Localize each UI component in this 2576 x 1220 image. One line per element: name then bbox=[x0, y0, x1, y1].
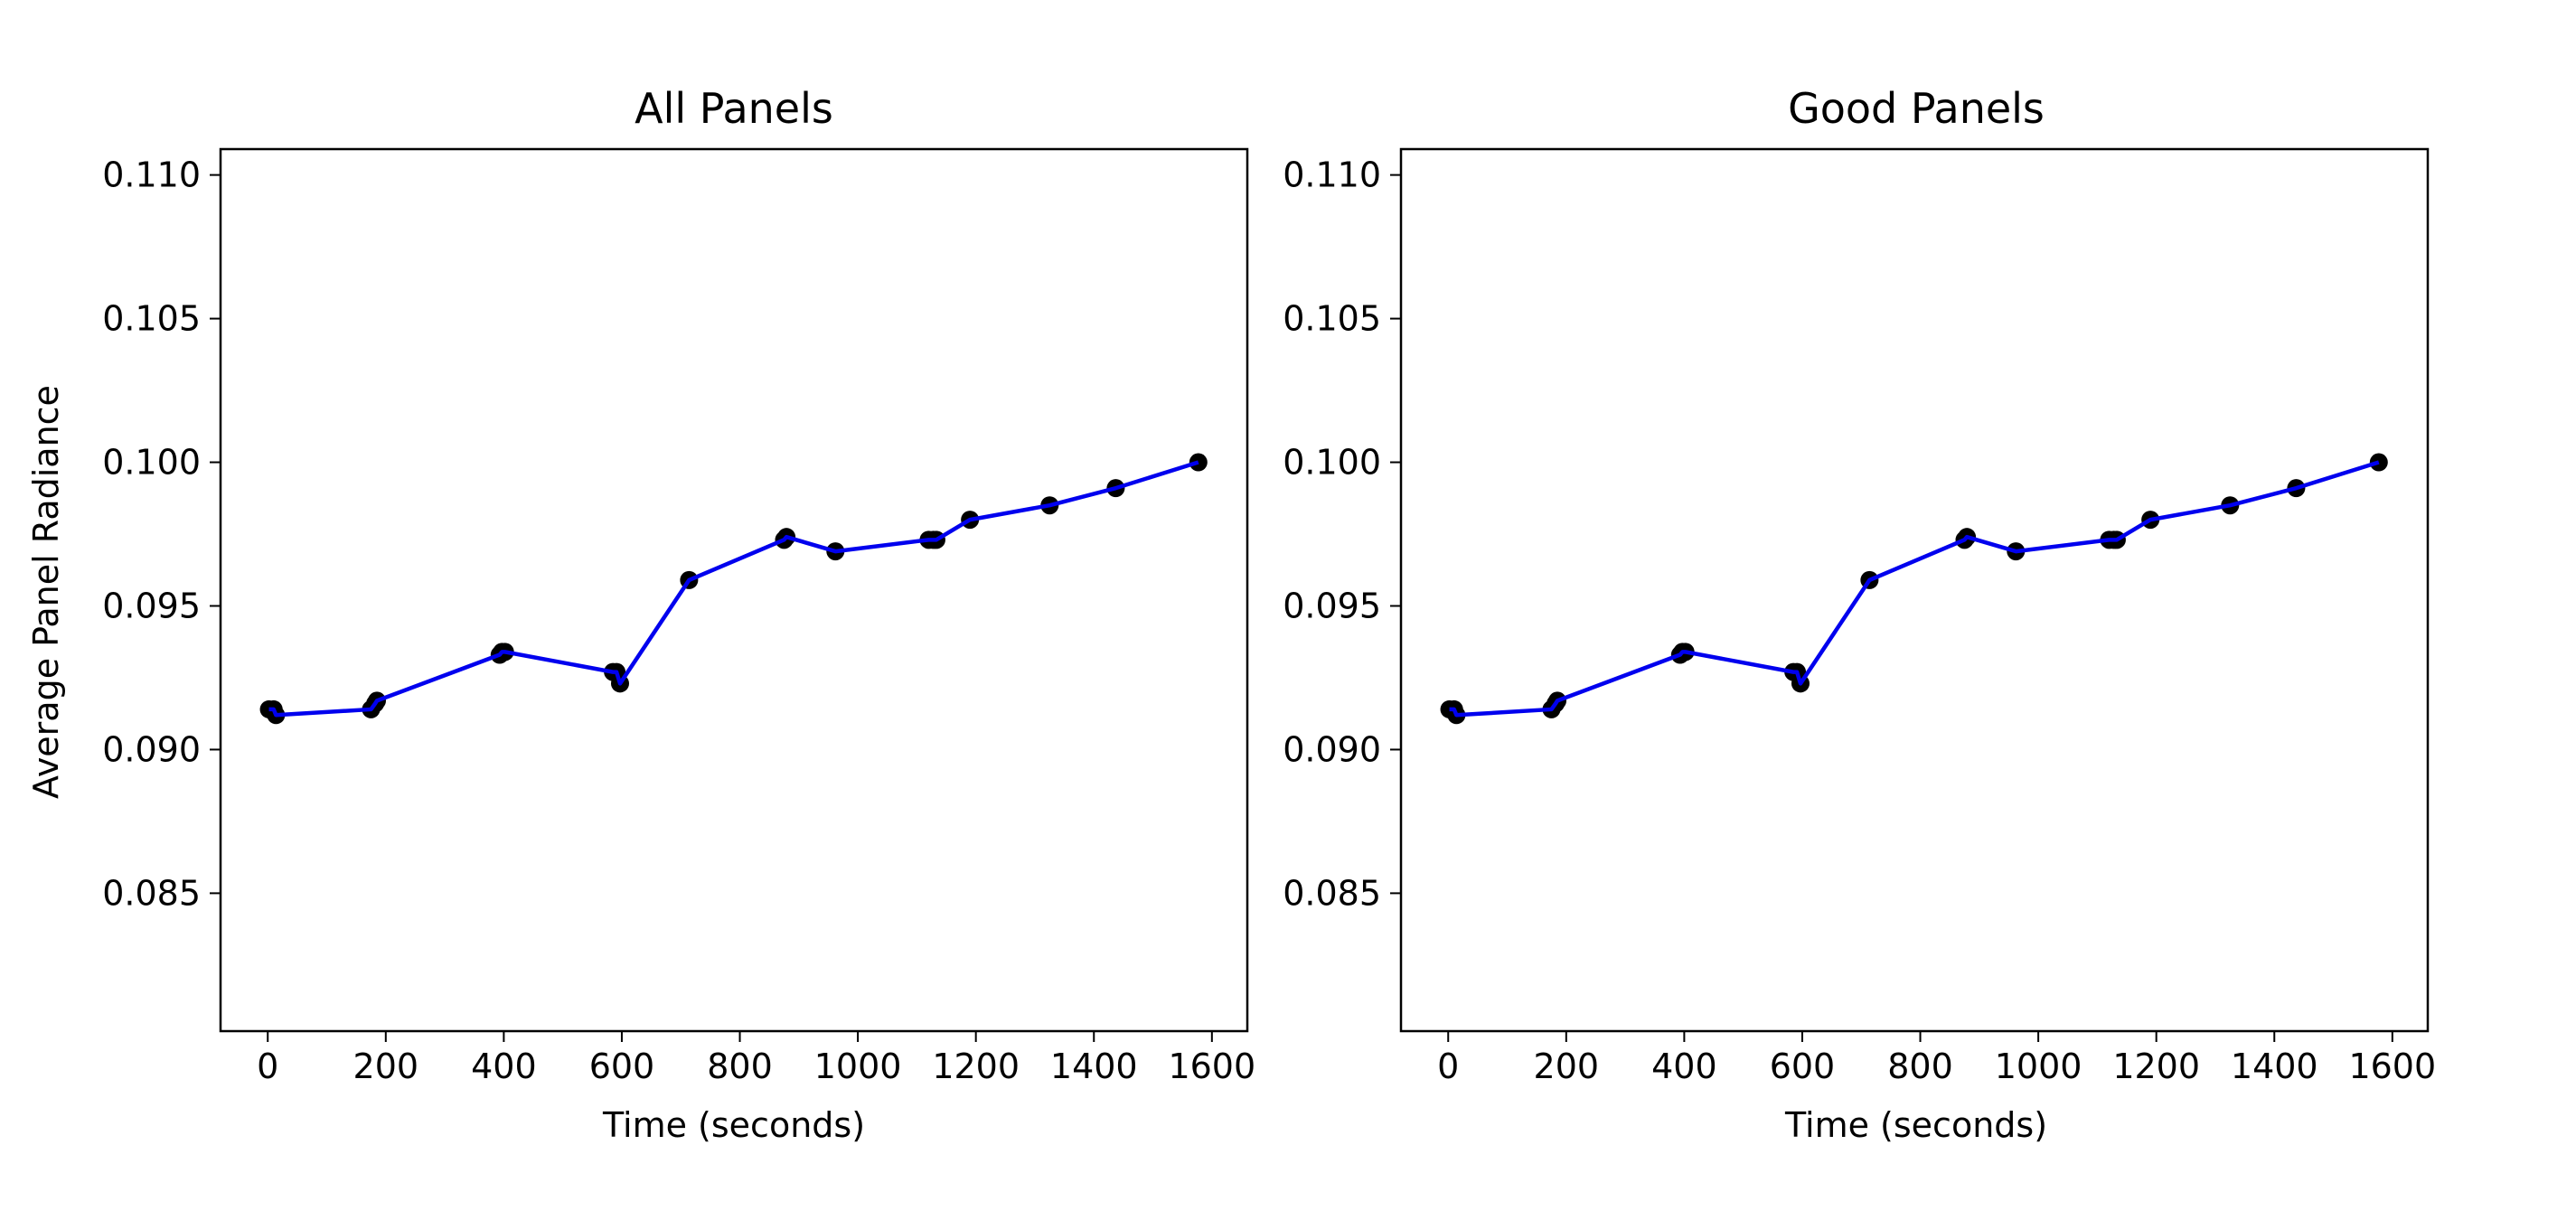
series-line bbox=[268, 460, 1199, 718]
y-tick-label: 0.105 bbox=[102, 299, 201, 339]
panel-all-panels: All Panels Average Panel Radiance Time (… bbox=[26, 84, 1255, 1145]
x-tick-label: 1400 bbox=[1050, 1046, 1138, 1086]
x-tick-label: 1000 bbox=[1995, 1046, 2082, 1086]
y-tick-label: 0.095 bbox=[102, 586, 201, 625]
x-tick-label: 400 bbox=[1651, 1046, 1717, 1086]
x-tick-label: 0 bbox=[257, 1046, 278, 1086]
y-tick-label: 0.085 bbox=[102, 873, 201, 913]
x-tick-label: 1600 bbox=[1168, 1046, 1255, 1086]
x-tick-label: 1400 bbox=[2231, 1046, 2318, 1086]
y-tick-label: 0.085 bbox=[1283, 873, 1381, 913]
y-tick-label: 0.100 bbox=[1283, 443, 1381, 483]
y-tick-label: 0.090 bbox=[102, 729, 201, 769]
series-line bbox=[1449, 460, 2380, 718]
y-axis-label: Average Panel Radiance bbox=[26, 385, 66, 799]
y-tick-label: 0.100 bbox=[102, 443, 201, 483]
x-tick-label: 600 bbox=[589, 1046, 655, 1086]
y-tick-label: 0.090 bbox=[1283, 729, 1381, 769]
x-axis-label: Time (seconds) bbox=[1784, 1105, 2047, 1145]
x-tick-label: 1000 bbox=[814, 1046, 902, 1086]
x-tick-label: 200 bbox=[353, 1046, 419, 1086]
x-tick-label: 400 bbox=[471, 1046, 537, 1086]
x-tick-label: 1600 bbox=[2348, 1046, 2436, 1086]
plot-area: 0 200 400 600 800 1000 1200 1400 1600 0.085 0.090 0… bbox=[1283, 155, 2436, 1086]
x-tick-label: 200 bbox=[1534, 1046, 1600, 1086]
chart-title: Good Panels bbox=[1788, 84, 2045, 133]
x-axis-label: Time (seconds) bbox=[602, 1105, 865, 1145]
plot-area: 0 200 400 600 800 1000 1200 1400 1600 0.085 0.090 0… bbox=[102, 155, 1255, 1086]
x-tick-label: 800 bbox=[1887, 1046, 1953, 1086]
x-tick-label: 1200 bbox=[2112, 1046, 2200, 1086]
x-tick-label: 0 bbox=[1437, 1046, 1459, 1086]
chart-title: All Panels bbox=[635, 84, 833, 133]
plot-frame bbox=[1399, 147, 2430, 1033]
y-tick-label: 0.105 bbox=[1283, 299, 1381, 339]
panel-good-panels: Good Panels Time (seconds) 0 200 400 600 800… bbox=[1283, 84, 2436, 1145]
x-tick-label: 800 bbox=[707, 1046, 773, 1086]
x-tick-label: 1200 bbox=[932, 1046, 1020, 1086]
y-tick-label: 0.110 bbox=[1283, 155, 1381, 195]
x-tick-label: 600 bbox=[1770, 1046, 1836, 1086]
plot-frame bbox=[219, 147, 1249, 1033]
y-tick-label: 0.095 bbox=[1283, 586, 1381, 625]
y-tick-label: 0.110 bbox=[102, 155, 201, 195]
